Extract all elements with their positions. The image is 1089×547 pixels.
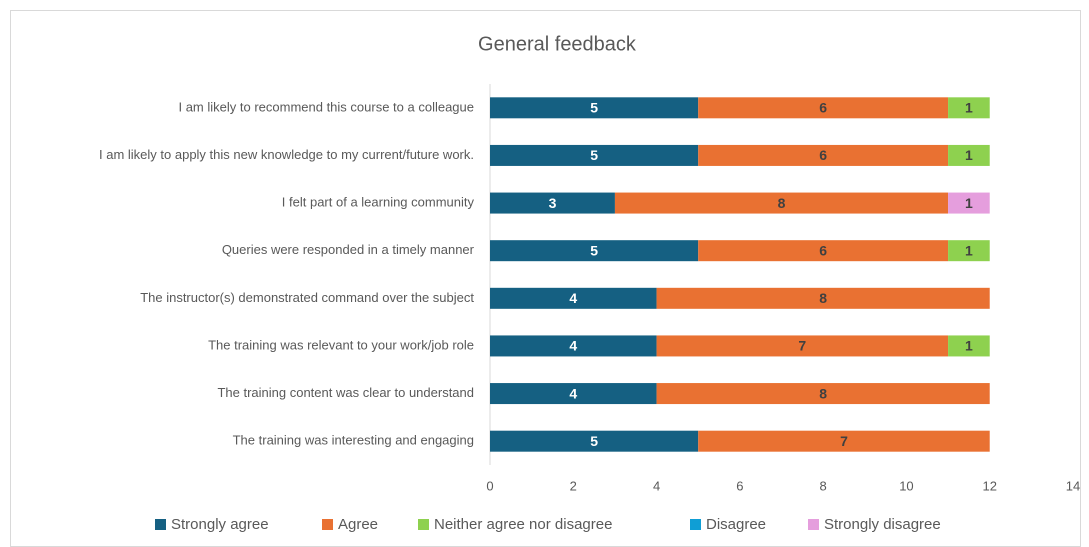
x-tick-label: 10: [899, 478, 913, 493]
y-tick-label: Queries were responded in a timely manne…: [222, 242, 475, 257]
data-label: 8: [819, 385, 827, 401]
y-tick-label: The training content was clear to unders…: [217, 385, 474, 400]
x-tick-label: 4: [653, 478, 660, 493]
x-tick-label: 6: [736, 478, 743, 493]
data-label: 5: [590, 433, 598, 449]
legend-swatch: [155, 519, 166, 530]
bar-segment: [490, 430, 699, 452]
bar-segment: [490, 144, 699, 166]
legend-label: Neither agree nor disagree: [434, 516, 612, 533]
data-label: 1: [965, 195, 973, 211]
bar-segment: [948, 97, 990, 119]
bar-segment: [656, 383, 990, 405]
bar-segment: [614, 192, 949, 214]
chart-border: [10, 10, 1081, 547]
bar-segment: [490, 383, 657, 405]
bar-segment: [698, 430, 990, 452]
legend-label: Disagree: [706, 516, 766, 533]
bar-segment: [490, 192, 615, 214]
bar-segment: [698, 144, 949, 166]
bar-segment: [490, 240, 699, 262]
data-label: 3: [549, 195, 557, 211]
bar-segment: [698, 97, 949, 119]
x-tick-label: 14: [1066, 478, 1080, 493]
data-label: 5: [590, 147, 598, 163]
y-tick-label: The instructor(s) demonstrated command o…: [140, 290, 474, 305]
x-tick-label: 2: [570, 478, 577, 493]
bar-segment: [948, 192, 990, 214]
data-label: 6: [819, 147, 827, 163]
x-tick-label: 12: [982, 478, 996, 493]
legend-swatch: [808, 519, 819, 530]
x-tick-label: 8: [820, 478, 827, 493]
data-label: 4: [569, 290, 577, 306]
bar-segment: [656, 287, 990, 309]
data-label: 6: [819, 242, 827, 258]
data-label: 8: [819, 290, 827, 306]
data-label: 1: [965, 147, 973, 163]
bar-segment: [490, 97, 699, 119]
legend-label: Agree: [338, 516, 378, 533]
legend-swatch: [322, 519, 333, 530]
bar-segment: [490, 335, 657, 357]
data-label: 7: [798, 338, 806, 354]
data-label: 7: [840, 433, 848, 449]
data-label: 8: [778, 195, 786, 211]
data-label: 1: [965, 100, 973, 116]
y-tick-label: I am likely to apply this new knowledge …: [99, 147, 474, 162]
legend-label: Strongly agree: [171, 516, 269, 533]
data-label: 4: [569, 385, 577, 401]
data-label: 4: [569, 338, 577, 354]
bar-segment: [948, 335, 990, 357]
legend-label: Strongly disagree: [824, 516, 941, 533]
legend-swatch: [690, 519, 701, 530]
y-tick-label: I am likely to recommend this course to …: [178, 99, 474, 114]
bar-segment: [698, 240, 949, 262]
data-label: 5: [590, 100, 598, 116]
bar-segment: [656, 335, 949, 357]
data-label: 1: [965, 242, 973, 258]
bar-segment: [948, 144, 990, 166]
y-tick-label: I felt part of a learning community: [282, 195, 475, 210]
y-tick-label: The training was interesting and engagin…: [233, 433, 474, 448]
data-label: 6: [819, 100, 827, 116]
bar-segment: [490, 287, 657, 309]
data-label: 1: [965, 338, 973, 354]
legend-swatch: [418, 519, 429, 530]
chart-title: General feedback: [478, 33, 637, 55]
bar-segment: [948, 240, 990, 262]
x-tick-label: 0: [486, 478, 493, 493]
data-label: 5: [590, 242, 598, 258]
y-tick-label: The training was relevant to your work/j…: [208, 337, 474, 352]
